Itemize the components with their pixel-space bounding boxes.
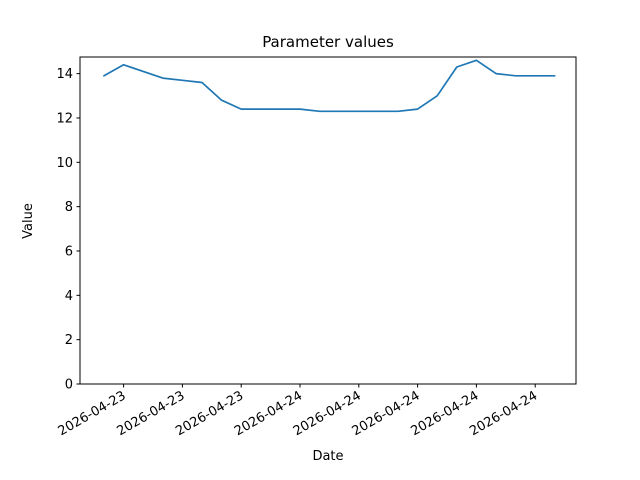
y-axis-label: Value — [21, 203, 36, 239]
y-tick-label: 8 — [65, 200, 73, 215]
plot-border — [79, 56, 577, 385]
y-tick-label: 0 — [65, 378, 73, 393]
y-tick-label: 2 — [65, 333, 73, 348]
x-axis-label: Date — [312, 449, 343, 464]
y-tick-label: 4 — [65, 289, 73, 304]
y-tick-label: 10 — [56, 156, 73, 171]
y-tick-label: 14 — [56, 67, 73, 82]
series-line — [103, 59, 556, 113]
y-tick-label: 6 — [65, 244, 73, 259]
y-tick-label: 12 — [56, 111, 73, 126]
y-axis-ticks: 0 2 4 6 8 10 12 14 — [56, 67, 80, 393]
chart-title: Parameter values — [262, 33, 394, 51]
x-axis-ticks: 2026-04-232026-04-232026-04-232026-04-24… — [56, 384, 540, 439]
